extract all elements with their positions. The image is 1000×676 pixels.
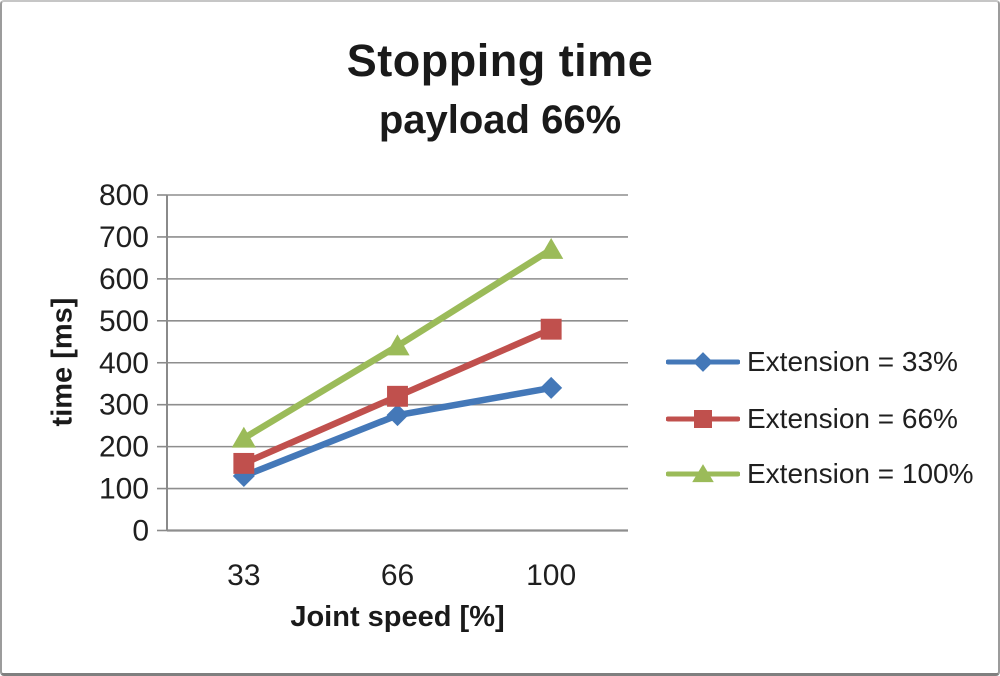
square-legend-marker-icon	[666, 410, 740, 428]
chart-title: Stopping time	[346, 35, 654, 86]
data-point-marker	[233, 452, 255, 474]
legend-label: Extension = 100%	[747, 458, 974, 489]
data-point-marker	[540, 318, 562, 340]
data-point-marker	[231, 426, 256, 448]
x-tick-label: 66	[381, 559, 414, 592]
legend-label: Extension = 66%	[747, 403, 958, 434]
legend-item: Extension = 33%	[666, 345, 958, 379]
y-tick-label: 200	[99, 431, 149, 464]
x-tick-label: 100	[526, 559, 576, 592]
data-point-marker	[387, 385, 408, 407]
y-tick-label: 100	[99, 473, 149, 506]
y-tick-label: 800	[99, 179, 149, 212]
chart-subtitle: payload 66%	[378, 98, 622, 142]
x-tick-label: 33	[227, 559, 260, 592]
triangle-legend-marker-icon	[666, 464, 740, 483]
y-tick-label: 300	[99, 389, 149, 422]
y-axis-title: time [ms]	[46, 297, 79, 427]
data-point-marker	[539, 237, 564, 259]
data-point-marker	[386, 404, 409, 427]
y-tick-label: 400	[99, 347, 149, 380]
legend-item: Extension = 66%	[666, 402, 958, 436]
legend-label: Extension = 33%	[747, 346, 958, 377]
y-tick-label: 600	[99, 263, 149, 296]
x-axis-title: Joint speed [%]	[290, 601, 505, 633]
y-tick-label: 500	[99, 305, 149, 338]
data-point-marker	[385, 334, 410, 356]
y-tick-label: 700	[99, 221, 149, 254]
y-tick-label: 0	[132, 515, 149, 548]
data-point-marker	[540, 376, 563, 399]
legend-item: Extension = 100%	[666, 457, 974, 491]
diamond-legend-marker-icon	[666, 352, 740, 372]
